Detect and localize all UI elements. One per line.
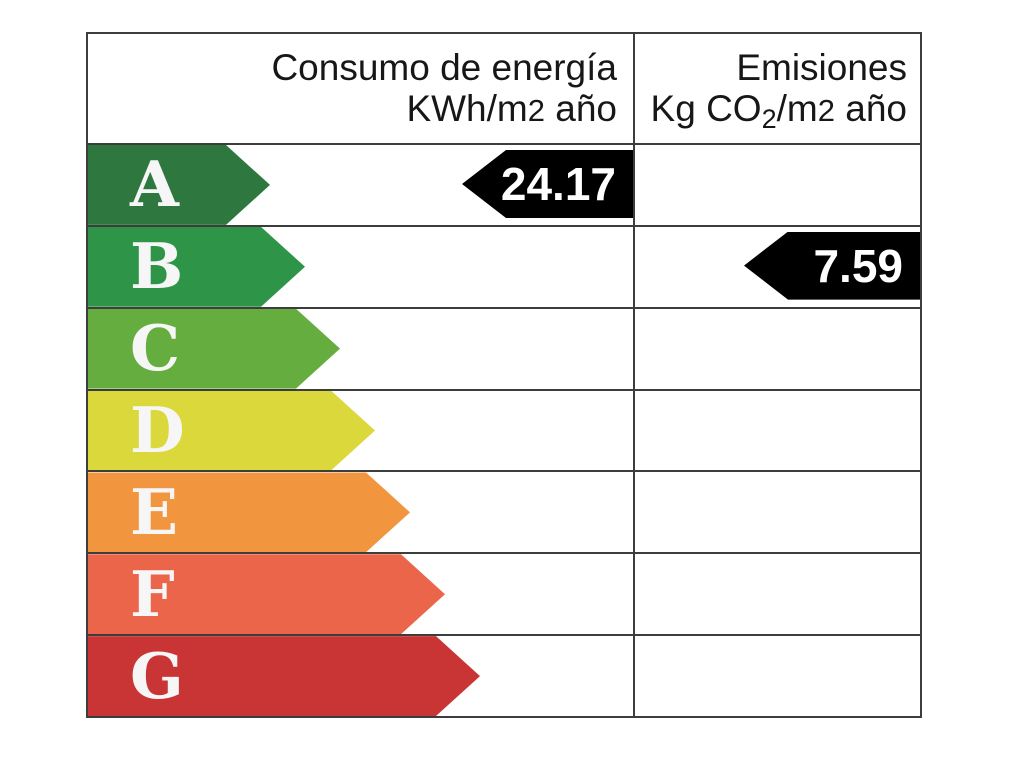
rating-row-g: G bbox=[88, 634, 920, 717]
emissions-header: Emisiones Kg CO2/m2 año bbox=[633, 34, 920, 143]
rating-bar-b: B bbox=[88, 227, 305, 307]
consumption-unit-suffix: año bbox=[544, 87, 617, 129]
emissions-cell-b bbox=[633, 226, 920, 307]
rating-letter: E bbox=[130, 474, 179, 549]
rating-table: Consumo de energía KWh/m2 año Emisiones … bbox=[86, 32, 922, 718]
rating-bar-f: F bbox=[88, 554, 445, 634]
consumption-header-units: KWh/m2 año bbox=[88, 88, 617, 131]
rating-letter: C bbox=[130, 311, 181, 386]
emissions-cell-g bbox=[633, 636, 920, 717]
rating-row-c: C bbox=[88, 306, 920, 389]
emissions-unit-exponent: 2 bbox=[817, 92, 835, 128]
emissions-cell-a bbox=[633, 145, 920, 225]
rating-row-a: A bbox=[88, 145, 920, 225]
rating-row-e: E bbox=[88, 470, 920, 553]
consumption-cell-f: F bbox=[88, 554, 633, 634]
rating-row-f: F bbox=[88, 552, 920, 635]
emissions-header-title: Emisiones bbox=[736, 46, 907, 88]
emissions-unit-prefix: Kg CO bbox=[650, 87, 762, 129]
rating-bar-d: D bbox=[88, 391, 375, 471]
emissions-co2-subscript: 2 bbox=[761, 103, 777, 134]
emissions-cell-e bbox=[633, 472, 920, 553]
rating-letter: F bbox=[130, 556, 175, 631]
consumption-unit-prefix: KWh/m bbox=[406, 87, 528, 129]
emissions-cell-d bbox=[633, 390, 920, 471]
rating-letter: D bbox=[130, 393, 185, 467]
rating-letter: G bbox=[130, 638, 184, 713]
consumption-cell-b: B bbox=[88, 227, 633, 307]
consumption-cell-g: G bbox=[88, 636, 633, 716]
rating-letter: A bbox=[130, 147, 179, 222]
consumption-value: 24.17 bbox=[500, 158, 616, 210]
emissions-unit-suffix: año bbox=[834, 87, 907, 129]
consumption-unit-exponent: 2 bbox=[527, 92, 545, 128]
rating-row-b: B bbox=[88, 224, 920, 307]
consumption-cell-e: E bbox=[88, 472, 633, 552]
rating-letter: B bbox=[130, 229, 184, 304]
table-header: Consumo de energía KWh/m2 año Emisiones … bbox=[88, 34, 920, 145]
emissions-cell-f bbox=[633, 554, 920, 635]
consumption-header: Consumo de energía KWh/m2 año bbox=[88, 34, 633, 143]
emissions-cell-c bbox=[633, 308, 920, 389]
rating-bar-g: G bbox=[88, 636, 480, 716]
emissions-unit-mid: /m bbox=[776, 87, 818, 129]
emissions-value: 7.59 bbox=[813, 239, 903, 292]
rating-bar-a: A bbox=[88, 145, 270, 225]
emissions-indicator-arrow: 7.59 bbox=[744, 231, 920, 300]
consumption-cell-d: D bbox=[88, 391, 633, 471]
emissions-header-units: Kg CO2/m2 año bbox=[635, 87, 907, 134]
rating-bar-e: E bbox=[88, 472, 410, 552]
consumption-cell-c: C bbox=[88, 309, 633, 389]
rating-row-d: D bbox=[88, 388, 920, 471]
consumption-header-title: Consumo de energía bbox=[271, 46, 617, 88]
consumption-cell-a: A bbox=[88, 145, 633, 225]
rating-bar-c: C bbox=[88, 309, 340, 389]
